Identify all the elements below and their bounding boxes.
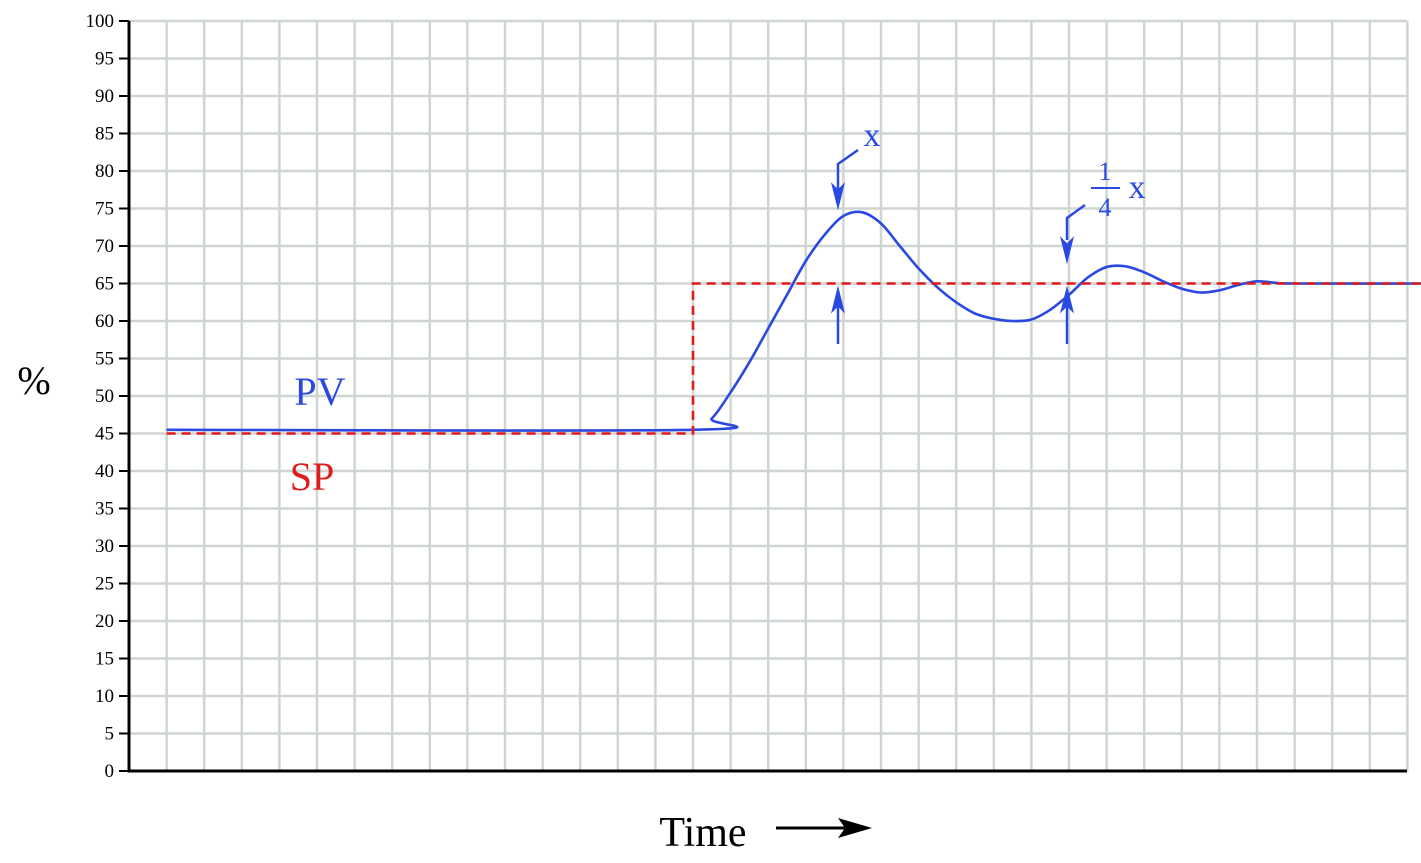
y-tick-label: 80 bbox=[95, 161, 114, 182]
y-tick-label: 90 bbox=[95, 86, 114, 107]
peak2-leader bbox=[1065, 203, 1086, 240]
peak2-down-arrow bbox=[1060, 236, 1074, 265]
y-tick-label: 85 bbox=[95, 124, 114, 145]
peak2-up-arrow bbox=[1060, 285, 1074, 314]
x-axis-arrow bbox=[776, 818, 872, 838]
y-tick-label: 95 bbox=[95, 49, 114, 70]
series-sp-line bbox=[166, 282, 1421, 435]
y-tick-label: 100 bbox=[86, 11, 115, 32]
series-pv-line bbox=[166, 210, 1421, 432]
y-tick-label: 65 bbox=[95, 274, 114, 295]
y-tick-label: 15 bbox=[95, 649, 114, 670]
peak1-leader bbox=[836, 148, 859, 190]
series-label-sp: SP bbox=[290, 454, 335, 499]
peak2-denominator: 4 bbox=[1099, 193, 1112, 222]
y-tick-label: 25 bbox=[95, 574, 114, 595]
peak2-label: x bbox=[1129, 169, 1146, 206]
y-tick-label: 30 bbox=[95, 536, 114, 557]
peak1-up-arrow bbox=[831, 285, 845, 314]
y-tick-label: 40 bbox=[95, 461, 114, 482]
y-tick-label: 75 bbox=[95, 199, 114, 220]
annotations bbox=[831, 148, 1086, 344]
x-axis-label: Time bbox=[659, 810, 746, 856]
y-tick-label: 35 bbox=[95, 499, 114, 520]
y-tick-label: 0 bbox=[105, 761, 115, 782]
y-tick-label: 10 bbox=[95, 686, 114, 707]
y-tick-label: 60 bbox=[95, 311, 114, 332]
y-tick-label: 50 bbox=[95, 386, 114, 407]
y-tick-label: 5 bbox=[105, 724, 115, 745]
series-layer bbox=[166, 210, 1421, 435]
y-tick-labels: 0 5 10 15 20 25 30 35 40 45 50 55 60 65 70 75 80 85 90 95 10… bbox=[86, 11, 115, 782]
y-tick-label: 55 bbox=[95, 349, 114, 370]
axes bbox=[119, 20, 1407, 773]
series-label-pv: PV bbox=[294, 369, 345, 414]
y-axis-label: % bbox=[17, 358, 50, 403]
peak1-down-arrow bbox=[831, 182, 845, 211]
y-tick-label: 70 bbox=[95, 236, 114, 257]
peak1-label: x bbox=[864, 117, 881, 154]
y-tick-label: 20 bbox=[95, 611, 114, 632]
peak2-numerator: 1 bbox=[1099, 157, 1112, 186]
y-tick-label: 45 bbox=[95, 424, 114, 445]
